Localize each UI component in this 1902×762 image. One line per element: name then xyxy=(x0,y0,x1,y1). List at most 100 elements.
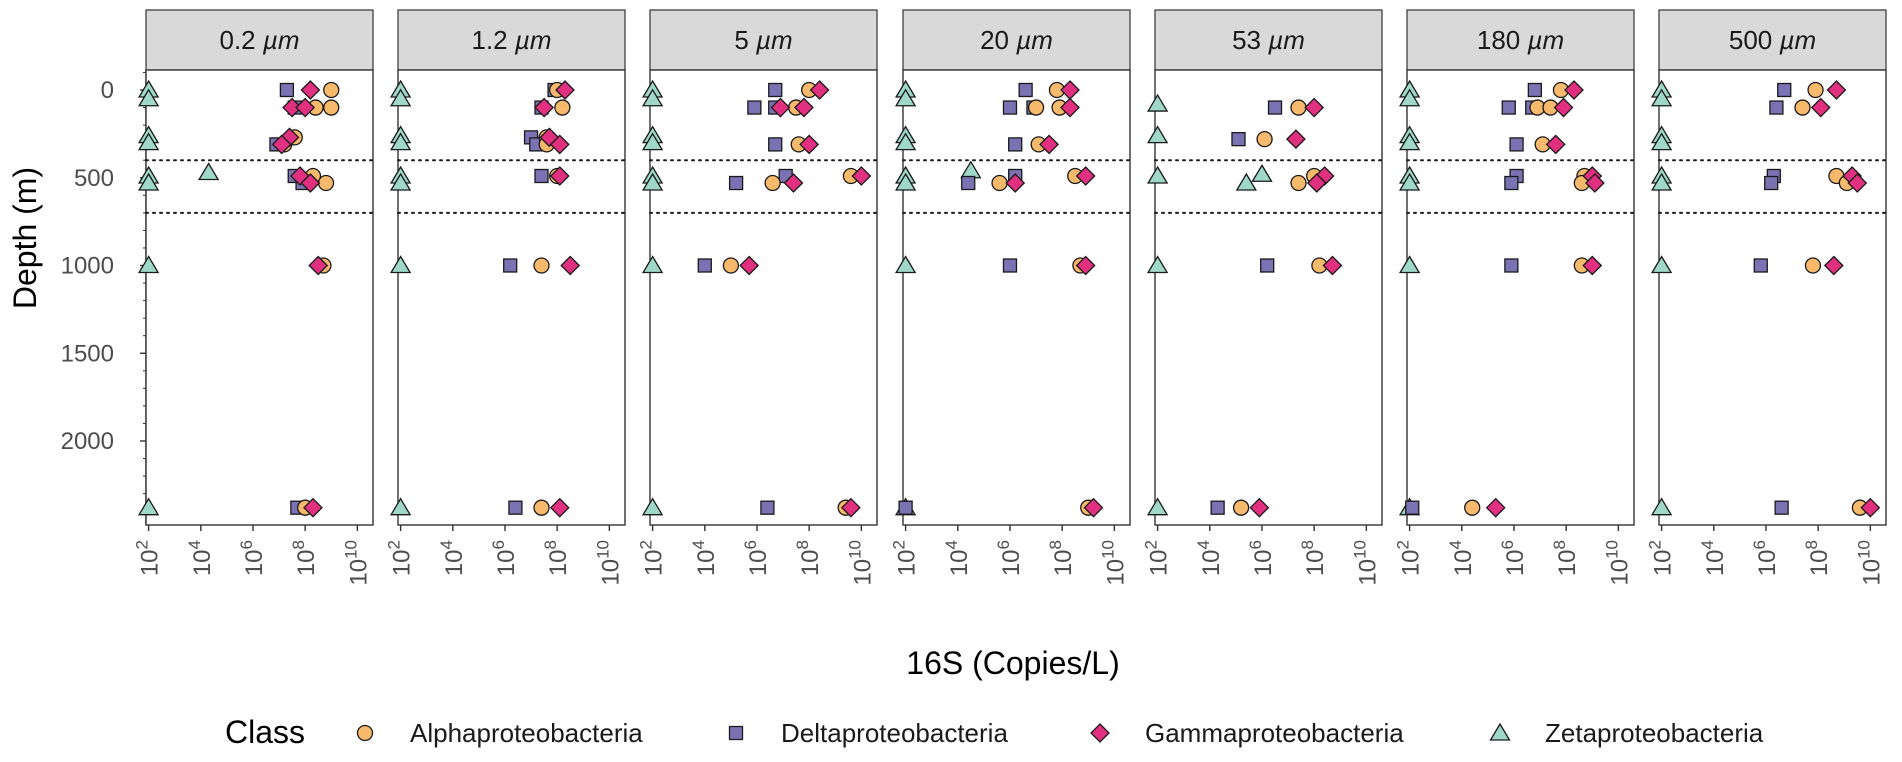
data-point-gammaproteobacteria xyxy=(1285,129,1306,150)
data-point-deltaproteobacteria xyxy=(1769,100,1784,115)
data-point-alphaproteobacteria xyxy=(1804,257,1822,274)
facet-panel: 180 µm 102 104 106 108 1010 xyxy=(1394,9,1635,586)
legend-label: Deltaproteobacteria xyxy=(781,718,1008,748)
x-tick-label: 102 xyxy=(890,540,921,576)
facet-panel: 5 µm 102 104 106 108 1010 xyxy=(637,9,878,586)
data-point-gammaproteobacteria xyxy=(1553,97,1574,118)
data-point-alphaproteobacteria xyxy=(533,257,550,274)
data-point-alphaproteobacteria xyxy=(764,174,781,192)
data-point-zetaproteobacteria xyxy=(641,88,664,107)
data-point-gammaproteobacteria xyxy=(549,134,570,155)
data-point-zetaproteobacteria xyxy=(1650,172,1673,191)
x-tick-label: 102 xyxy=(385,540,416,576)
data-point-deltaproteobacteria xyxy=(1008,137,1023,152)
data-point-deltaproteobacteria xyxy=(747,100,762,115)
data-point-deltaproteobacteria xyxy=(1764,175,1779,191)
facet-strip-label: 5 µm xyxy=(734,25,792,55)
data-point-gammaproteobacteria xyxy=(1584,173,1605,193)
data-point-gammaproteobacteria xyxy=(1075,166,1096,186)
data-point-gammaproteobacteria xyxy=(1306,173,1327,193)
legend-key-deltaproteobacteria xyxy=(728,725,744,741)
data-point-gammaproteobacteria xyxy=(1083,497,1104,518)
x-tick-label: 1010 xyxy=(1602,540,1633,586)
data-point-gammaproteobacteria xyxy=(1005,173,1026,193)
data-point-gammaproteobacteria xyxy=(1485,497,1506,518)
facet-strip xyxy=(1406,9,1635,71)
data-point-gammaproteobacteria xyxy=(1060,97,1080,118)
data-point-zetaproteobacteria xyxy=(641,132,664,151)
x-tick-label: 108 xyxy=(1046,540,1077,576)
x-tick-label: 108 xyxy=(793,540,824,576)
x-tick-label: 104 xyxy=(185,540,216,576)
legend-item: Gammaproteobacteria xyxy=(1090,718,1404,748)
data-point-zetaproteobacteria xyxy=(1146,255,1169,274)
facet-plot-area xyxy=(145,69,374,526)
data-point-zetaproteobacteria xyxy=(1398,88,1421,107)
legend-key-alphaproteobacteria xyxy=(356,724,374,742)
data-point-gammaproteobacteria xyxy=(1322,255,1343,276)
facet-strip-label: 1.2 µm xyxy=(471,25,551,55)
x-tick-label: 102 xyxy=(133,540,164,576)
data-point-alphaproteobacteria xyxy=(533,499,550,516)
facet-panel: 53 µm 102 104 106 108 1010 xyxy=(1142,9,1383,586)
x-tick-label: 104 xyxy=(1446,540,1477,576)
data-point-zetaproteobacteria xyxy=(389,132,412,151)
data-point-deltaproteobacteria xyxy=(279,82,295,98)
data-point-alphaproteobacteria xyxy=(722,257,740,274)
data-point-zetaproteobacteria xyxy=(197,162,220,181)
data-point-zetaproteobacteria xyxy=(1251,163,1273,182)
data-point-deltaproteobacteria xyxy=(1210,500,1225,515)
data-point-zetaproteobacteria xyxy=(1146,93,1169,112)
data-point-zetaproteobacteria xyxy=(1650,132,1673,151)
legend-key-gammaproteobacteria xyxy=(1090,723,1110,743)
data-point-gammaproteobacteria xyxy=(1847,173,1868,193)
x-tick-label: 104 xyxy=(689,540,720,576)
data-point-alphaproteobacteria xyxy=(991,174,1008,192)
data-point-gammaproteobacteria xyxy=(300,173,321,193)
data-point-zetaproteobacteria xyxy=(137,172,160,191)
data-point-deltaproteobacteria xyxy=(697,258,712,273)
legend: Alphaproteobacteria Deltaproteobacteria Ga… xyxy=(356,718,1764,748)
data-point-deltaproteobacteria xyxy=(1509,137,1524,152)
x-tick-label: 106 xyxy=(489,540,520,576)
data-point-zetaproteobacteria xyxy=(1650,255,1673,274)
facet-strip xyxy=(902,9,1131,71)
data-point-zetaproteobacteria xyxy=(1650,88,1673,107)
data-point-gammaproteobacteria xyxy=(300,80,321,100)
data-point-zetaproteobacteria xyxy=(1235,172,1257,191)
data-point-deltaproteobacteria xyxy=(760,500,775,515)
x-tick-label: 102 xyxy=(1142,540,1173,576)
facet-plot-area xyxy=(1658,69,1887,526)
data-point-zetaproteobacteria xyxy=(1146,125,1169,144)
x-tick-label: 1010 xyxy=(1098,540,1129,586)
data-point-zetaproteobacteria xyxy=(1650,497,1673,516)
facet-panel: 20 µm 102 104 106 108 1010 xyxy=(890,9,1131,586)
data-point-gammaproteobacteria xyxy=(783,173,804,193)
data-point-deltaproteobacteria xyxy=(1405,500,1420,515)
data-point-zetaproteobacteria xyxy=(641,172,664,191)
x-tick-label: 1010 xyxy=(1350,540,1381,586)
y-tick-label: 2000 xyxy=(61,428,114,455)
data-point-gammaproteobacteria xyxy=(1304,97,1325,118)
facet-strip xyxy=(1154,9,1383,71)
facet-panel: 500 µm 102 104 106 108 1010 xyxy=(1646,9,1887,586)
x-tick-label: 104 xyxy=(1194,540,1225,576)
data-point-gammaproteobacteria xyxy=(1810,97,1831,118)
data-point-alphaproteobacteria xyxy=(1290,174,1307,192)
data-point-alphaproteobacteria xyxy=(323,81,340,99)
data-point-zetaproteobacteria xyxy=(1398,255,1421,274)
data-point-gammaproteobacteria xyxy=(794,97,814,118)
x-tick-label: 104 xyxy=(437,540,468,576)
data-point-gammaproteobacteria xyxy=(851,166,872,186)
y-axis-title: Depth (m) xyxy=(7,167,43,309)
facet-strip-label: 53 µm xyxy=(1232,25,1305,55)
data-point-gammaproteobacteria xyxy=(840,497,861,518)
x-tick-label: 108 xyxy=(1550,540,1581,576)
data-point-deltaproteobacteria xyxy=(1504,175,1519,191)
data-point-gammaproteobacteria xyxy=(1860,497,1881,518)
data-point-deltaproteobacteria xyxy=(503,258,518,273)
x-tick-label: 102 xyxy=(1646,540,1677,576)
data-point-deltaproteobacteria xyxy=(898,500,913,515)
data-point-deltaproteobacteria xyxy=(1267,100,1283,115)
data-point-alphaproteobacteria xyxy=(317,174,335,192)
